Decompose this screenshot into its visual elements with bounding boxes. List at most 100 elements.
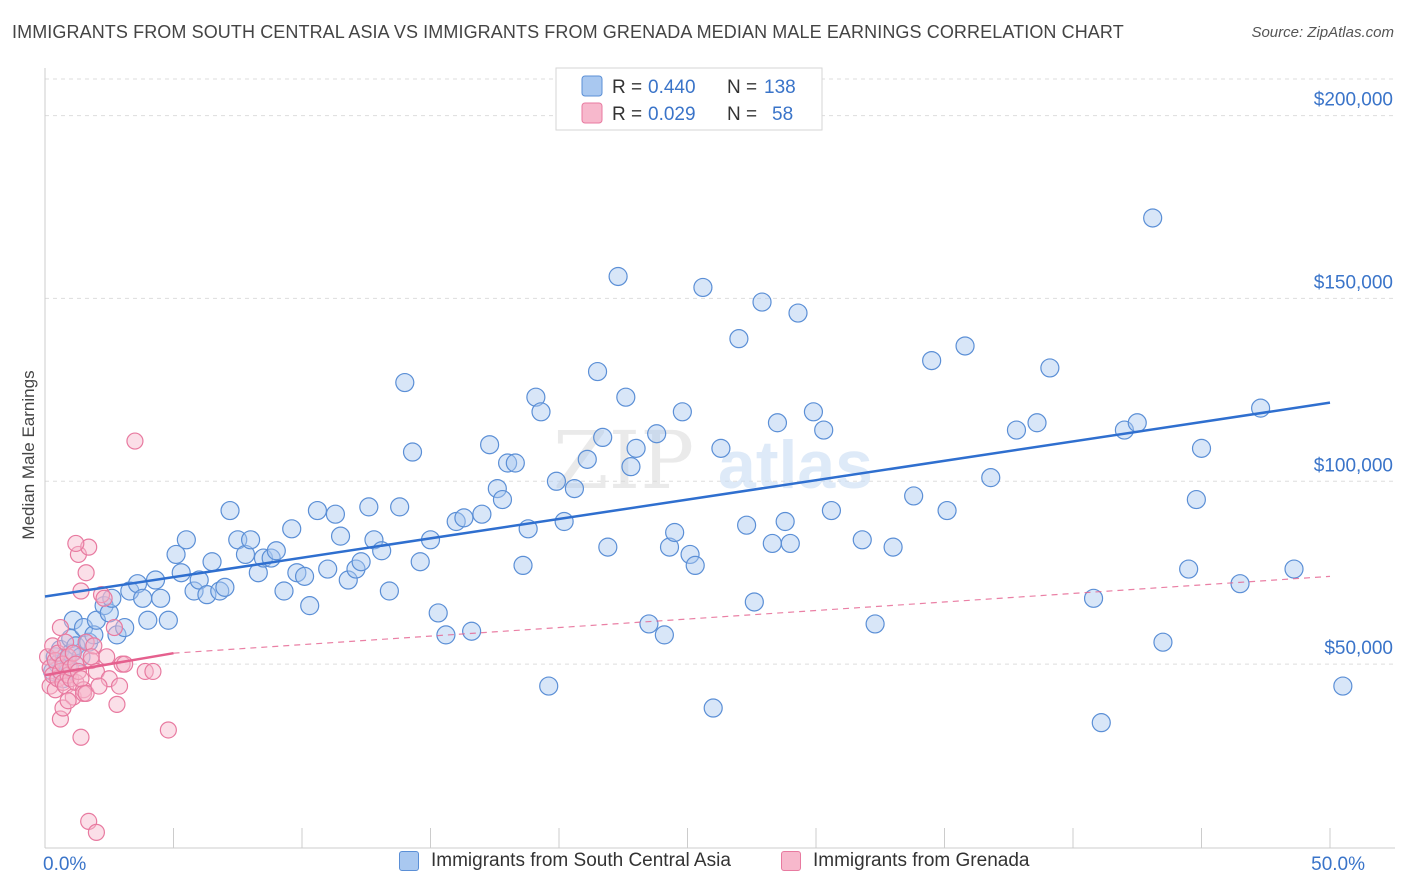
point-south-central-asia-53 xyxy=(330,526,351,546)
point-grenada-34 xyxy=(85,637,103,655)
point-south-central-asia-83 xyxy=(554,511,574,532)
point-south-central-asia-93 xyxy=(639,614,659,634)
point-south-central-asia-82 xyxy=(546,471,567,491)
point-south-central-asia-117 xyxy=(865,614,885,634)
point-south-central-asia-61 xyxy=(390,497,410,517)
point-south-central-asia-115 xyxy=(821,500,842,521)
point-south-central-asia-45 xyxy=(274,581,294,601)
point-south-central-asia-66 xyxy=(428,603,448,623)
legend-swatch-blue xyxy=(581,75,603,97)
point-south-central-asia-92 xyxy=(626,438,646,458)
point-south-central-asia-60 xyxy=(379,581,399,601)
point-south-central-asia-110 xyxy=(775,511,795,532)
series-south-central-asia-points xyxy=(43,208,1353,733)
legend-r-value-blue: 0.440 xyxy=(648,77,696,98)
x-tick-label-0: 0.0% xyxy=(43,854,86,875)
point-south-central-asia-84 xyxy=(564,479,585,499)
point-south-central-asia-89 xyxy=(608,266,628,287)
point-grenada-52 xyxy=(59,692,77,710)
point-south-central-asia-136 xyxy=(1230,574,1250,594)
point-south-central-asia-102 xyxy=(703,698,723,718)
legend-r-label-pink: R = xyxy=(612,104,642,125)
point-south-central-asia-122 xyxy=(955,336,975,356)
point-south-central-asia-88 xyxy=(598,537,618,557)
point-grenada-38 xyxy=(95,589,113,607)
point-south-central-asia-23 xyxy=(133,588,153,608)
point-south-central-asia-62 xyxy=(395,372,415,393)
point-grenada-35 xyxy=(87,823,106,841)
point-south-central-asia-27 xyxy=(158,610,178,630)
point-grenada-53 xyxy=(67,534,85,553)
y-tick-label-1: $100,000 xyxy=(1314,455,1393,476)
point-south-central-asia-72 xyxy=(480,435,500,455)
point-south-central-asia-97 xyxy=(665,522,685,543)
point-south-central-asia-138 xyxy=(1284,559,1304,579)
legend-r-value-pink: 0.029 xyxy=(648,104,696,125)
point-south-central-asia-96 xyxy=(659,537,680,557)
point-grenada-57 xyxy=(90,677,108,695)
legend-bottom: Immigrants from South Central Asia Immig… xyxy=(0,850,1406,880)
point-south-central-asia-33 xyxy=(197,585,217,605)
legend-n-label-pink: N = xyxy=(727,104,757,125)
legend-r-label-blue: R = xyxy=(612,77,642,98)
point-south-central-asia-132 xyxy=(1153,632,1173,652)
series-grenada-points xyxy=(38,432,177,841)
point-south-central-asia-28 xyxy=(166,544,186,565)
point-south-central-asia-39 xyxy=(235,544,256,565)
legend-top: R = 0.440 N = 138 R = 0.029 N = 58 xyxy=(555,67,823,131)
point-south-central-asia-139 xyxy=(1333,676,1353,696)
point-south-central-asia-34 xyxy=(202,552,222,572)
point-south-central-asia-90 xyxy=(616,387,636,407)
point-south-central-asia-51 xyxy=(318,559,338,579)
point-south-central-asia-94 xyxy=(647,424,667,444)
legend-item-south-central-asia: Immigrants from South Central Asia xyxy=(399,850,731,872)
point-south-central-asia-36 xyxy=(215,577,235,597)
point-south-central-asia-119 xyxy=(904,486,924,506)
y-axis-label: Median Male Earnings xyxy=(19,370,38,539)
trend-line-grenada xyxy=(44,651,174,677)
point-south-central-asia-104 xyxy=(729,329,749,349)
point-south-central-asia-113 xyxy=(803,402,824,422)
point-south-central-asia-128 xyxy=(1091,713,1111,733)
point-south-central-asia-64 xyxy=(410,552,430,572)
point-south-central-asia-81 xyxy=(539,676,559,696)
point-south-central-asia-87 xyxy=(593,427,613,447)
point-south-central-asia-103 xyxy=(711,438,731,458)
point-south-central-asia-74 xyxy=(492,489,513,510)
point-south-central-asia-91 xyxy=(621,457,641,477)
point-south-central-asia-76 xyxy=(505,453,525,473)
point-grenada-41 xyxy=(105,618,123,637)
point-south-central-asia-31 xyxy=(184,581,204,601)
point-south-central-asia-49 xyxy=(300,596,320,616)
point-south-central-asia-118 xyxy=(883,537,903,557)
point-south-central-asia-56 xyxy=(351,552,371,572)
point-grenada-43 xyxy=(110,677,129,695)
tick-labels: $50,000 $100,000 $150,000 $200,000 0.0% 50.0% xyxy=(43,90,1393,875)
point-south-central-asia-126 xyxy=(1040,358,1060,378)
point-south-central-asia-30 xyxy=(176,530,196,550)
point-south-central-asia-108 xyxy=(762,533,782,554)
point-grenada-45 xyxy=(116,655,134,673)
point-south-central-asia-109 xyxy=(767,413,788,433)
axes xyxy=(44,68,1395,849)
legend-item-grenada: Immigrants from Grenada xyxy=(781,850,1029,872)
point-south-central-asia-107 xyxy=(752,292,772,312)
point-south-central-asia-75 xyxy=(498,453,518,473)
point-south-central-asia-20 xyxy=(115,617,135,638)
point-south-central-asia-24 xyxy=(138,610,158,630)
point-grenada-10 xyxy=(51,618,70,637)
point-south-central-asia-35 xyxy=(210,581,230,601)
legend-n-value-blue: 138 xyxy=(764,77,796,98)
point-south-central-asia-63 xyxy=(402,442,423,462)
point-grenada-20 xyxy=(64,644,82,662)
legend-swatch-pink-bottom xyxy=(781,851,801,871)
point-south-central-asia-71 xyxy=(472,504,492,524)
point-south-central-asia-95 xyxy=(654,625,674,645)
point-south-central-asia-29 xyxy=(171,563,191,583)
point-south-central-asia-111 xyxy=(780,533,800,554)
point-south-central-asia-120 xyxy=(922,351,942,371)
y-tick-label-2: $150,000 xyxy=(1314,272,1393,293)
point-grenada-49 xyxy=(159,721,177,739)
point-south-central-asia-127 xyxy=(1083,588,1104,608)
point-grenada-29 xyxy=(77,564,95,582)
